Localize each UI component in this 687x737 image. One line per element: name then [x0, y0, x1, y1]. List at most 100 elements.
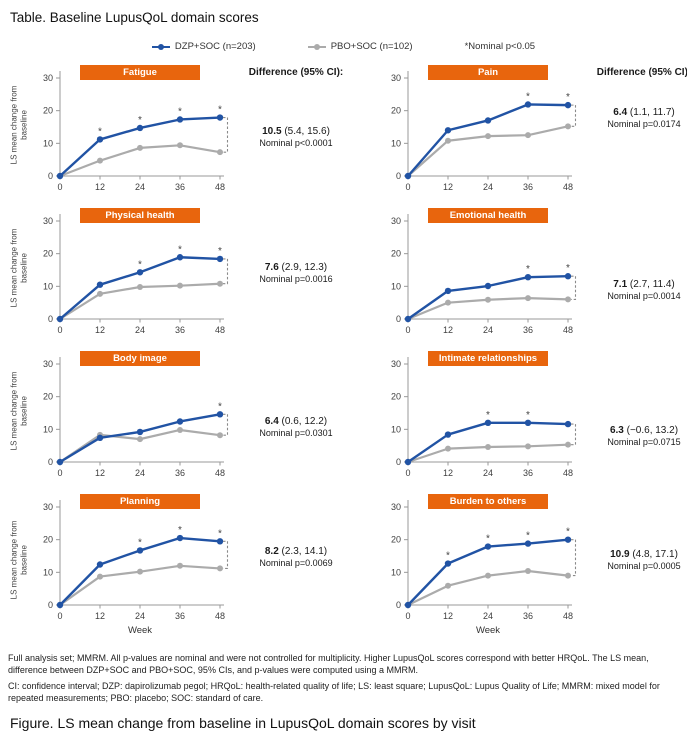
- chart-svg: 0 10 20 30 0 12 24 36 48 *: [43, 357, 229, 478]
- difference-block: Difference (95% CI): 10.5 (5.4, 15.6) Nomi…: [236, 62, 356, 199]
- y-tick-label: 0: [396, 600, 401, 610]
- x-tick-label: 24: [483, 182, 493, 192]
- panel-title-badge: Fatigue: [80, 65, 200, 80]
- y-axis-label: LS mean change from baseline: [8, 348, 30, 485]
- significance-asterisk: *: [526, 91, 530, 102]
- pvalue-text: Nominal p=0.0069: [259, 557, 333, 568]
- panel-title-badge: Body image: [80, 351, 200, 366]
- x-tick-label: 48: [215, 468, 225, 478]
- chart-area: Emotional health 0 10 20 30 0 12 24 36 48 * *: [378, 205, 584, 342]
- chart-svg: 0 10 20 30 0 12 24 36 48 * *: [391, 357, 577, 478]
- difference-annotation: 10.9 (4.8, 17.1) Nominal p=0.0005: [584, 549, 687, 571]
- pbo-marker: [485, 443, 491, 450]
- difference-value: 8.2 (2.3, 14.1): [264, 545, 328, 557]
- difference-value: 10.9 (4.8, 17.1): [610, 548, 678, 560]
- y-tick-label: 20: [391, 106, 401, 116]
- y-axis-label: LS mean change from baseline: [8, 491, 30, 642]
- pbo-marker: [565, 441, 571, 448]
- y-tick-label: 0: [396, 457, 401, 467]
- difference-bracket: [571, 104, 577, 127]
- significance-asterisk: *: [526, 264, 530, 275]
- x-tick-label: 24: [483, 468, 493, 478]
- y-tick-label: 10: [43, 424, 53, 434]
- pbo-marker: [137, 568, 143, 575]
- x-tick-label: 12: [443, 325, 453, 335]
- difference-block: 8.2 (2.3, 14.1) Nominal p=0.0069: [236, 491, 356, 642]
- difference-bracket: [571, 539, 577, 577]
- difference-number: 8.2: [264, 545, 279, 557]
- pbo-marker: [217, 432, 223, 439]
- dzp-marker: [444, 127, 452, 134]
- panel-title-badge: Emotional health: [428, 208, 548, 223]
- y-tick-label: 30: [391, 73, 401, 83]
- dzp-marker: [56, 458, 64, 466]
- significance-asterisk: *: [566, 263, 570, 274]
- chart-svg: 0 10 20 30 0 12 24 36 48 * *: [391, 71, 577, 192]
- legend-item-pbo: PBO+SOC (n=102): [307, 41, 413, 52]
- x-tick-label: 48: [215, 182, 225, 192]
- significance-asterisk: *: [178, 244, 182, 255]
- dzp-marker: [564, 536, 572, 543]
- pbo-marker: [485, 296, 491, 303]
- x-tick-label: 0: [405, 182, 410, 192]
- panel-title-badge: Intimate relationships: [428, 351, 548, 366]
- x-tick-label: 0: [57, 325, 62, 335]
- x-tick-label: 48: [563, 325, 573, 335]
- difference-number: 6.3: [609, 425, 624, 437]
- x-tick-label: 36: [523, 611, 533, 621]
- legend-item-dzp: DZP+SOC (n=203): [151, 41, 256, 52]
- difference-annotation: 6.4 (0.6, 12.2) Nominal p=0.0301: [236, 416, 356, 438]
- dzp-line: [407, 103, 569, 177]
- dzp-marker: [216, 114, 224, 121]
- y-tick-label: 10: [391, 424, 401, 434]
- chart-area: Body image 0 10 20 30 0 12 24 36 48 *: [30, 348, 236, 485]
- y-tick-label: 10: [391, 281, 401, 291]
- pbo-marker: [565, 296, 571, 303]
- x-tick-label: 24: [135, 182, 145, 192]
- y-tick-label: 30: [391, 359, 401, 369]
- pbo-marker: [217, 149, 223, 156]
- dzp-marker: [564, 273, 572, 280]
- y-tick-label: 0: [48, 171, 53, 181]
- y-tick-label: 20: [43, 535, 53, 545]
- difference-bracket: [223, 116, 229, 153]
- chart-legend: DZP+SOC (n=203) PBO+SOC (n=102) *Nominal…: [8, 41, 679, 52]
- difference-value: 7.6 (2.9, 12.3): [264, 262, 328, 274]
- x-tick-label: 0: [57, 468, 62, 478]
- difference-annotation: 6.3 (−0.6, 13.2) Nominal p=0.0715: [584, 425, 687, 447]
- difference-value: 10.5 (5.4, 15.6): [262, 125, 330, 137]
- x-axis-title: Week: [128, 625, 152, 636]
- x-tick-label: 24: [135, 468, 145, 478]
- footnotes: Full analysis set; MMRM. All p-values ar…: [8, 652, 679, 705]
- difference-value: 6.4 (1.1, 11.7): [613, 106, 675, 118]
- dzp-marker: [96, 281, 104, 288]
- y-axis-label-text: LS mean change from baseline: [9, 521, 28, 600]
- difference-bracket: [223, 258, 229, 285]
- difference-header: Difference (95% CI):: [248, 67, 344, 78]
- dzp-marker: [136, 428, 144, 436]
- difference-number: 10.9: [610, 548, 630, 560]
- x-tick-label: 36: [523, 325, 533, 335]
- significance-asterisk: *: [218, 401, 222, 412]
- pbo-marker: [525, 568, 531, 575]
- difference-number: 7.6: [264, 262, 279, 274]
- y-tick-label: 30: [391, 502, 401, 512]
- chart-panel-burden-to-others: Burden to others 0 10 20 30 0 12 24 36 48 Week * * * *…: [358, 491, 687, 642]
- difference-annotation: 7.6 (2.9, 12.3) Nominal p=0.0016: [236, 262, 356, 284]
- dzp-series-marker-icon: [151, 43, 170, 51]
- dzp-marker: [176, 418, 184, 425]
- charts-grid: LS mean change from baseline Fatigue 0 10 20…: [8, 62, 687, 642]
- x-tick-label: 12: [443, 611, 453, 621]
- x-tick-label: 48: [563, 468, 573, 478]
- difference-bracket: [223, 413, 229, 436]
- significance-asterisk: *: [446, 551, 450, 562]
- difference-bracket: [571, 423, 577, 446]
- x-tick-label: 0: [405, 468, 410, 478]
- dzp-marker: [444, 287, 452, 295]
- significance-asterisk: *: [98, 126, 102, 137]
- difference-block: Difference (95% CI): 6.4 (1.1, 11.7) Nomin…: [584, 62, 687, 199]
- chart-svg: 0 10 20 30 0 12 24 36 48 * *: [391, 214, 577, 335]
- dzp-line: [407, 421, 569, 463]
- x-tick-label: 36: [175, 468, 185, 478]
- difference-annotation: 10.5 (5.4, 15.6) Nominal p<0.0001: [236, 126, 356, 148]
